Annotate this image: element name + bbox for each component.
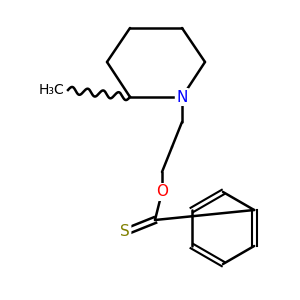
Text: O: O <box>156 184 168 200</box>
Text: N: N <box>176 89 188 104</box>
Text: S: S <box>120 224 130 239</box>
Text: H₃C: H₃C <box>38 83 64 97</box>
